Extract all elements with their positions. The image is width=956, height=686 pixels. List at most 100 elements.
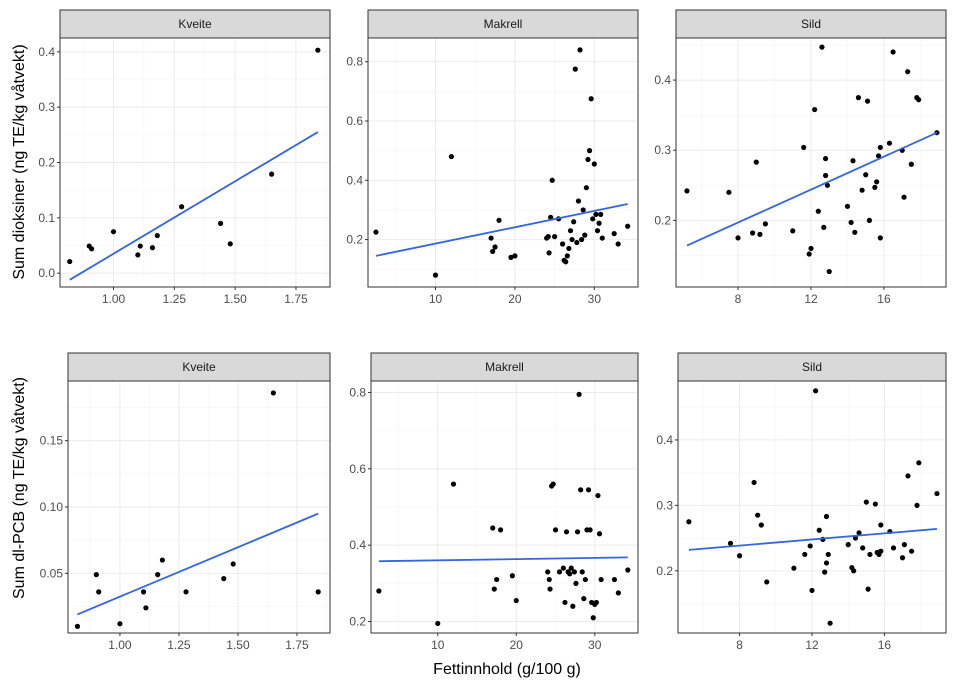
y-tick-label: 0.4 [349,538,366,552]
data-point [625,223,631,229]
data-point [872,501,878,507]
data-point [806,251,812,257]
data-point [808,245,814,252]
data-point [571,219,577,225]
data-point [860,545,866,551]
x-tick-label: 30 [588,638,602,652]
data-point [552,527,559,533]
data-point [450,481,457,487]
y-tick-label: 0.8 [349,385,366,399]
data-point [559,241,566,247]
panel-5: Makrell 10 20 30 0.2 0.4 0.6 0.8 [349,352,639,652]
data-point [492,244,498,250]
data-point [852,229,858,235]
data-point [874,179,880,185]
data-point [117,621,123,627]
data-point [823,513,830,520]
data-point [865,586,871,592]
data-point [822,156,829,162]
data-point [227,241,233,247]
data-point [573,580,579,586]
data-point [563,259,569,265]
data-point [574,239,580,246]
data-point [217,220,224,226]
data-point [432,272,439,278]
data-point [791,565,797,571]
facet-label: Kveite [178,17,212,31]
data-point [591,161,597,167]
facet-label: Kveite [182,360,216,374]
data-point [513,597,519,604]
data-point [598,576,604,583]
data-point [587,527,593,533]
data-point [822,569,828,575]
data-point [135,252,141,258]
data-point [269,171,275,177]
x-tick-label: 1.00 [102,292,126,306]
data-point [905,473,911,479]
data-point [878,548,884,554]
data-point [497,527,504,533]
data-point [585,487,592,493]
data-point [598,211,604,217]
panel-border [367,37,639,288]
data-point [863,172,869,178]
x-tick-label: 1.75 [285,638,309,652]
x-tick-label: 1.50 [226,638,250,652]
data-point [859,187,865,193]
data-point [886,140,893,146]
data-point [585,156,591,163]
y-tick-label: 0.6 [346,114,363,128]
data-point [890,545,897,551]
x-axis-title: Fettinnhold (g/100 g) [433,661,581,678]
y-tick-label: 0.2 [38,156,55,170]
fit-line [375,203,628,257]
data-point [735,235,741,241]
data-point [590,216,596,222]
data-point [594,228,601,234]
row2-y-axis-title: Sum dl-PCB (ng TE/kg våtvekt) [10,377,28,599]
data-point [315,589,321,595]
data-point [545,234,551,240]
fit-line [77,512,319,616]
data-point [727,540,734,546]
data-point [845,542,851,548]
facet-strip [675,9,947,39]
data-point [93,572,99,578]
data-point [571,569,577,575]
data-point [815,208,821,214]
y-tick-label: 0.6 [349,462,366,476]
panel-3: Sild 8 12 16 0.2 0.3 0.4 [654,9,947,306]
row1-y-axis-title: Sum dioksiner (ng TE/kg våtvekt) [10,44,28,279]
data-point [550,481,556,487]
data-point [758,522,764,528]
data-point [890,49,896,55]
y-tick-label: 0.0 [38,266,55,280]
facet-label: Makrell [485,360,524,374]
facet-strip [370,352,639,382]
data-point [582,576,588,583]
data-point [764,579,770,585]
data-point [684,188,690,194]
data-point [563,529,570,535]
y-tick-label: 0.2 [349,615,366,629]
data-point [595,492,601,499]
data-point [230,561,236,567]
x-tick-label: 12 [805,638,819,652]
data-point [270,390,276,396]
y-tick-label: 0.4 [346,173,363,187]
y-tick-label: 0.3 [654,143,671,157]
y-tick-label: 0.4 [656,433,673,447]
data-point [813,388,819,394]
data-point [726,189,732,195]
data-point [574,529,581,535]
data-point [596,220,602,226]
data-point [586,148,593,154]
data-point [376,588,382,594]
data-point [934,490,940,497]
data-point [576,391,582,397]
data-point [905,69,911,75]
facet-label: Sild [802,360,822,374]
data-point [89,246,95,252]
data-point [908,548,915,554]
